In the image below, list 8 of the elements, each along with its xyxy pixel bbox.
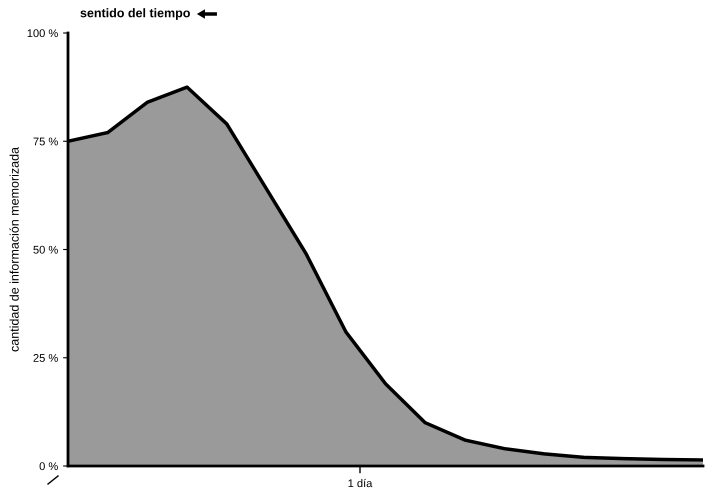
y-tick-label: 50 % <box>33 246 58 254</box>
y-tick-label: 75 % <box>34 138 58 146</box>
y-tick-label: 25 % <box>34 354 58 362</box>
y-tick-label: 0 % <box>40 462 58 470</box>
chart-title: sentido del tiempo <box>80 8 190 20</box>
y-tick-label: 100 % <box>28 29 58 38</box>
y-axis-title: cantidad de información memorizada <box>9 147 19 352</box>
text: 1 día <box>348 478 372 488</box>
